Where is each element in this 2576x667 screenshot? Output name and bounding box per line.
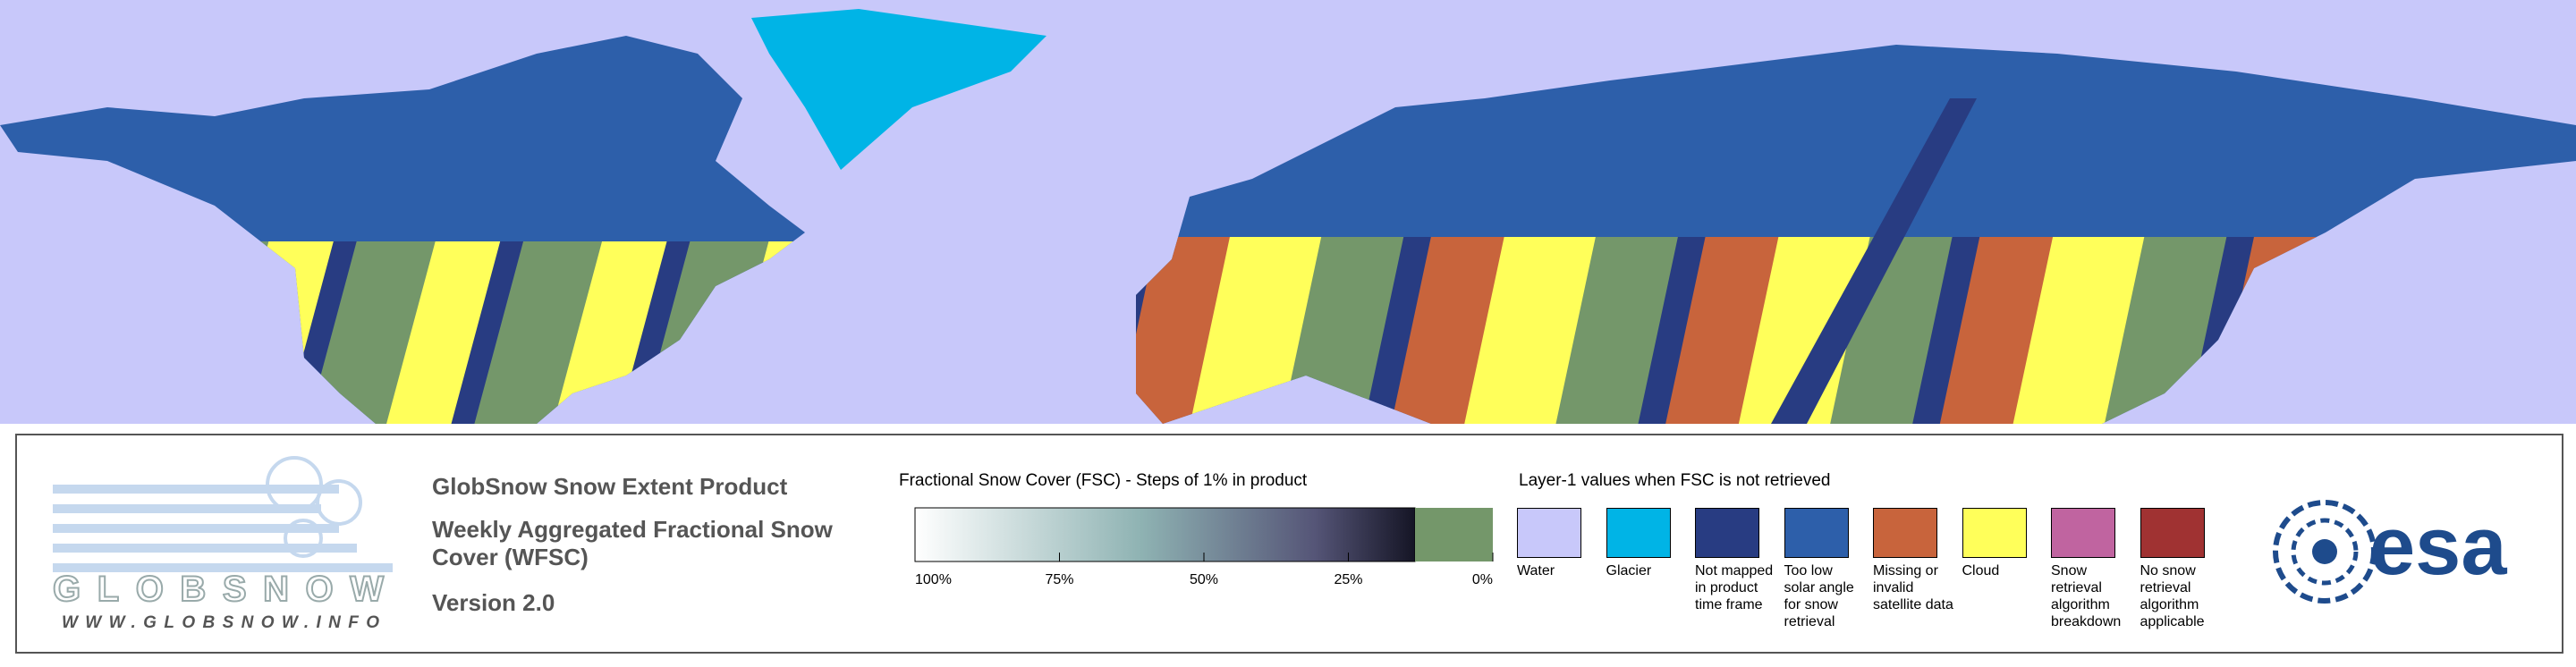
agency: esa <box>2369 501 2507 592</box>
snow-map <box>0 0 2576 424</box>
class-swatch <box>2051 508 2115 558</box>
layer1-title: Layer-1 values when FSC is not retrieved <box>1519 471 1831 490</box>
logo-name: GLOBSNOW <box>53 570 384 609</box>
fsc-tick-label: 0% <box>1472 572 1493 587</box>
product-version: Version 2.0 <box>432 589 555 616</box>
class-label: Snow retrieval algorithm breakdown <box>2051 563 2122 629</box>
class-swatch <box>1873 508 1937 558</box>
class-label: Too low solar angle for snow retrieval <box>1784 563 1854 629</box>
logo-url: WWW.GLOBSNOW.INFO <box>62 613 379 632</box>
class-label: Water <box>1517 563 1555 578</box>
product-title: GlobSnow Snow Extent Product <box>432 473 788 500</box>
class-swatch <box>1517 508 1581 558</box>
class-label: Not mapped in product time frame <box>1695 563 1774 612</box>
class-label: Missing or invalid satellite data <box>1873 563 1953 612</box>
class-swatch <box>1784 508 1849 558</box>
class-label: No snow retrieval algorithm applicable <box>2140 563 2205 629</box>
fsc-gradient <box>914 507 1416 562</box>
fsc-tick-label: 25% <box>1334 572 1362 587</box>
greenland-glacier <box>751 9 1046 170</box>
class-label: Cloud <box>1962 563 2000 578</box>
fsc-tick-label: 100% <box>915 572 952 587</box>
product-subtitle: Weekly Aggregated Fractional Snow Cover … <box>432 516 833 570</box>
class-swatch <box>1606 508 1671 558</box>
fsc-zero <box>1415 508 1493 561</box>
class-swatch <box>2140 508 2205 558</box>
fsc-tick-label: 50% <box>1190 572 1218 587</box>
fsc-title: Fractional Snow Cover (FSC) - Steps of 1… <box>899 471 1308 490</box>
legend-panel: GLOBSNOW WWW.GLOBSNOW.INFO GlobSnow Snow… <box>15 434 2563 654</box>
esa-logo: esa <box>2273 500 2507 604</box>
globsnow-logo: GLOBSNOW WWW.GLOBSNOW.INFO <box>52 456 393 632</box>
class-label: Glacier <box>1606 563 1652 578</box>
class-swatch <box>1695 508 1759 558</box>
fsc-tick-label: 75% <box>1045 572 1073 587</box>
class-swatch <box>1962 508 2027 558</box>
fsc-colorbar: 100% 75% 50% 25% 0% <box>914 507 1494 587</box>
